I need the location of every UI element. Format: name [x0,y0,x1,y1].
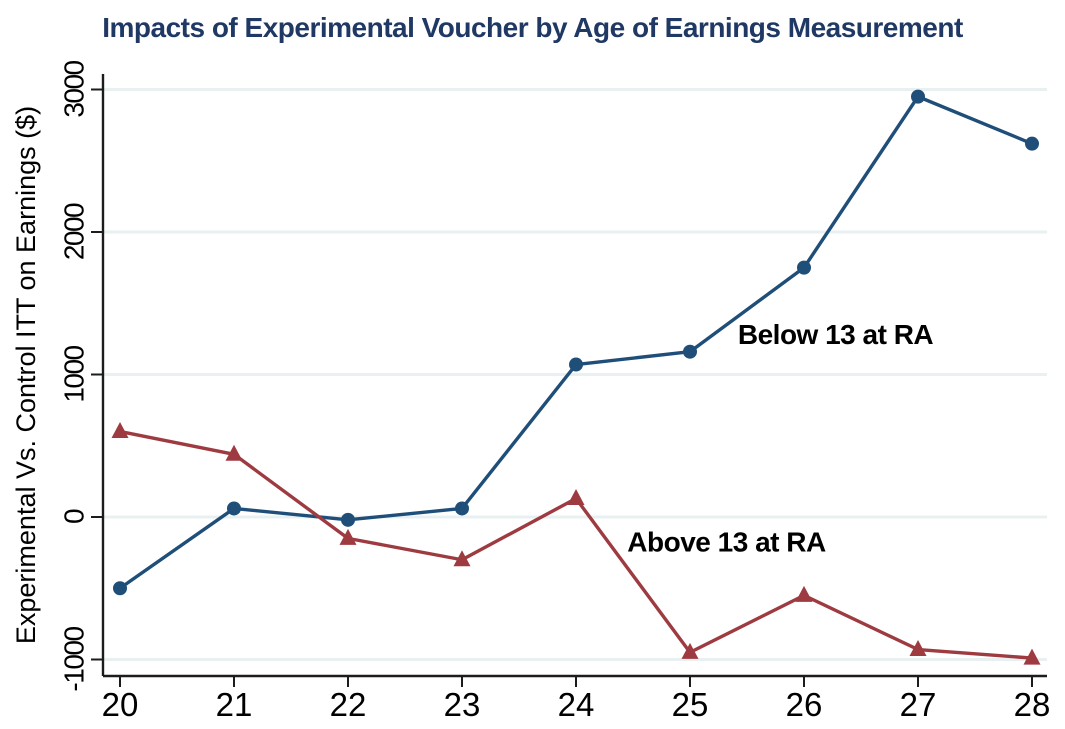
y-axis-title: Experimental Vs. Control ITT on Earnings… [11,106,41,644]
x-tick-label: 25 [672,686,709,723]
data-point-marker-below-13-at-ra [113,581,127,596]
x-tick-label: 27 [900,686,937,723]
series-line-above-13-at-ra [119,429,1033,660]
data-point-marker-above-13-at-ra [1023,648,1041,665]
data-point-marker-above-13-at-ra [453,550,471,567]
data-point-marker-above-13-at-ra [225,444,243,461]
x-tick-label: 23 [444,686,481,723]
x-tick-label: 26 [786,686,823,723]
x-tick-label: 21 [216,686,253,723]
data-point-marker-below-13-at-ra [683,344,697,359]
y-tick-label: -1000 [59,627,90,692]
data-point-marker-below-13-at-ra [341,512,355,527]
x-tick-label: 28 [1014,686,1051,723]
y-tick-label: 1000 [59,345,90,402]
data-point-marker-above-13-at-ra [909,640,927,657]
x-tick-label: 20 [102,686,139,723]
data-point-marker-below-13-at-ra [569,357,583,372]
series-label-below-13-at-ra: Below 13 at RA [738,319,934,350]
data-point-marker-below-13-at-ra [911,89,925,104]
data-point-marker-above-13-at-ra [681,642,699,659]
data-point-marker-above-13-at-ra [567,488,585,505]
y-tick-label: 2000 [59,203,90,260]
data-point-marker-above-13-at-ra [795,585,813,602]
data-point-marker-below-13-at-ra [1025,136,1039,151]
data-point-marker-below-13-at-ra [455,501,469,516]
data-point-marker-above-13-at-ra [339,528,357,545]
data-point-marker-above-13-at-ra [111,422,129,438]
chart-title: Impacts of Experimental Voucher by Age o… [102,12,963,43]
x-tick-label: 22 [330,686,367,723]
data-point-marker-below-13-at-ra [227,501,241,516]
y-tick-label: 3000 [59,60,90,117]
x-tick-label: 24 [558,686,595,723]
data-point-marker-below-13-at-ra [797,260,811,275]
series-label-above-13-at-ra: Above 13 at RA [627,526,826,557]
y-tick-label: 0 [59,509,90,524]
